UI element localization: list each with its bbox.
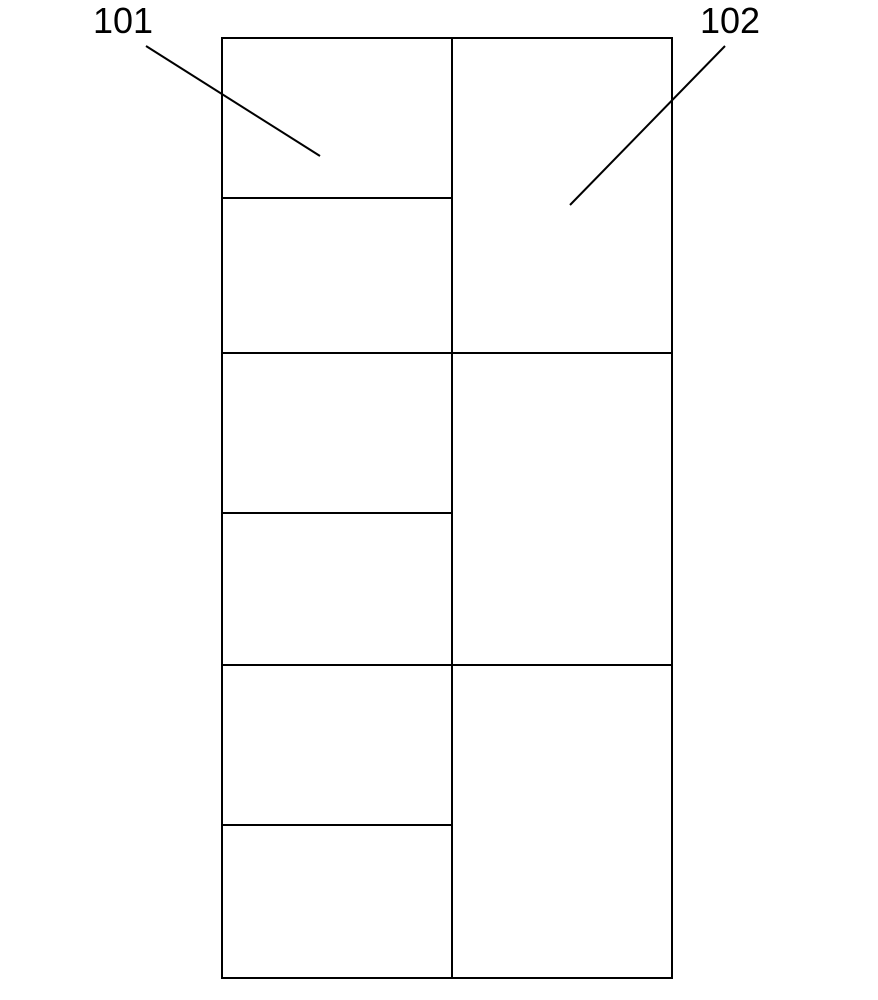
diagram-background bbox=[0, 0, 878, 1000]
label-102: 102 bbox=[700, 0, 760, 41]
technical-diagram: 101 102 bbox=[0, 0, 878, 1000]
label-101: 101 bbox=[93, 0, 153, 41]
